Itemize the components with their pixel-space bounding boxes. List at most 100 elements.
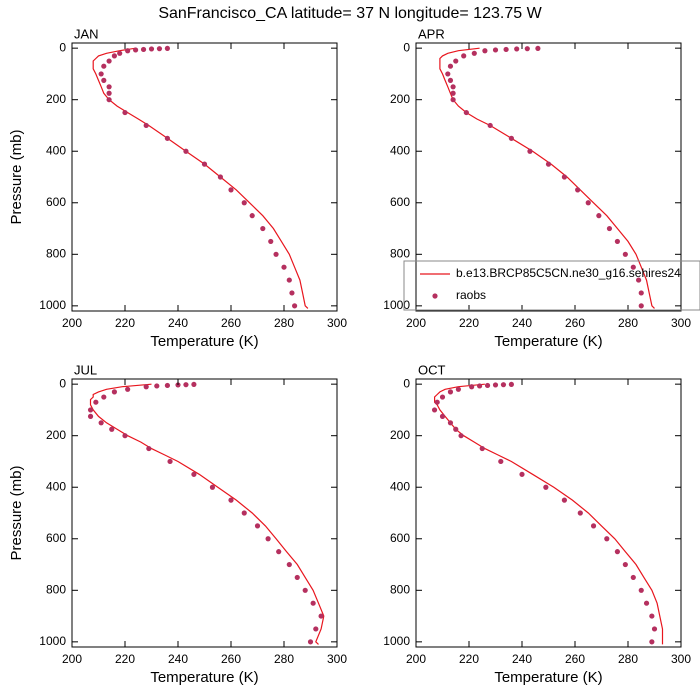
y-tick-label: 800 [46,246,66,260]
obs-point [458,433,464,439]
obs-point [524,46,530,52]
obs-point [498,458,504,465]
obs-point [638,303,644,309]
obs-point [273,251,279,257]
obs-point [154,383,160,389]
obs-point [649,639,655,645]
obs-point [286,561,292,568]
x-tick-label: 280 [618,652,638,666]
obs-point [101,394,107,400]
obs-point [268,238,274,245]
obs-point [447,77,454,83]
obs-point [604,536,610,542]
obs-point [469,384,475,390]
x-tick-label: 300 [327,316,347,330]
x-tick-label: 240 [168,652,188,666]
obs-point [164,45,170,52]
obs-point [286,277,292,283]
obs-point [606,225,613,232]
model-line [439,47,655,309]
obs-point [191,381,197,388]
y-tick-label: 0 [59,376,66,390]
obs-point [492,382,499,388]
obs-point [439,413,446,419]
obs-point [535,45,541,52]
obs-point [125,386,131,392]
obs-point [447,420,454,426]
obs-point [313,626,319,632]
x-tick-label: 200 [406,316,426,330]
obs-point [514,46,520,52]
legend-box [403,260,700,311]
obs-point [87,407,94,413]
x-tick-label: 300 [327,652,347,666]
x-tick-label: 260 [565,652,585,666]
obs-point [191,471,197,477]
obs-point [122,109,128,116]
obs-point [310,600,316,606]
obs-point [125,48,131,54]
obs-point [508,135,514,141]
obs-point [143,122,149,129]
obs-point [445,71,451,77]
obs-point [122,433,128,439]
obs-point [543,484,549,490]
y-tick-label: 200 [390,92,410,106]
y-tick-label: 0 [59,40,66,54]
y-axis-title: Pressure (mb) [8,129,25,224]
panel: 200 220 240 260 280 300 0 200 400 600 800 1000 JUL Te… [8,362,347,686]
obs-point [106,97,112,103]
obs-point [228,187,234,193]
y-tick-label: 600 [46,195,66,209]
obs-point [492,47,499,53]
obs-point [276,549,282,555]
x-tick-label: 260 [565,316,585,330]
obs-point [596,213,602,219]
plot-frame [71,378,338,648]
obs-point [260,225,266,232]
obs-point [614,238,621,245]
x-tick-label: 280 [618,316,638,330]
obs-point [249,213,255,219]
model-line [89,383,325,645]
obs-point [167,458,173,465]
x-tick-label: 240 [512,316,532,330]
y-tick-label: 800 [390,582,410,596]
obs-point [156,46,163,52]
obs-point [484,382,491,389]
plot-frame [415,378,682,648]
obs-point [146,445,152,452]
obs-point [101,63,107,69]
obs-point [575,187,581,193]
obs-point [450,90,456,96]
y-tick-label: 0 [403,376,410,390]
x-tick-label: 300 [671,316,691,330]
x-tick-label: 220 [115,316,135,330]
y-tick-label: 1000 [383,634,410,648]
x-tick-label: 220 [115,652,135,666]
obs-point [561,497,568,503]
obs-point [630,264,636,270]
obs-point [630,574,636,581]
legend-swatch [432,293,438,299]
obs-point [545,161,552,167]
x-tick-label: 240 [512,652,532,666]
y-tick-label: 800 [46,582,66,596]
y-axis-title: Pressure (mb) [8,465,25,560]
obs-point [434,399,440,405]
obs-point [241,200,247,206]
x-axis-title: Temperature (K) [494,669,602,686]
obs-point [450,97,456,103]
y-tick-label: 800 [390,246,410,260]
y-tick-label: 1000 [39,298,66,312]
obs-point [519,471,525,477]
obs-point [477,383,483,389]
obs-point [479,445,485,452]
obs-point [447,389,454,395]
x-tick-label: 220 [459,316,479,330]
obs-point [622,251,628,257]
x-axis-title: Temperature (K) [494,333,602,350]
obs-point [585,200,591,206]
obs-point [649,613,655,619]
